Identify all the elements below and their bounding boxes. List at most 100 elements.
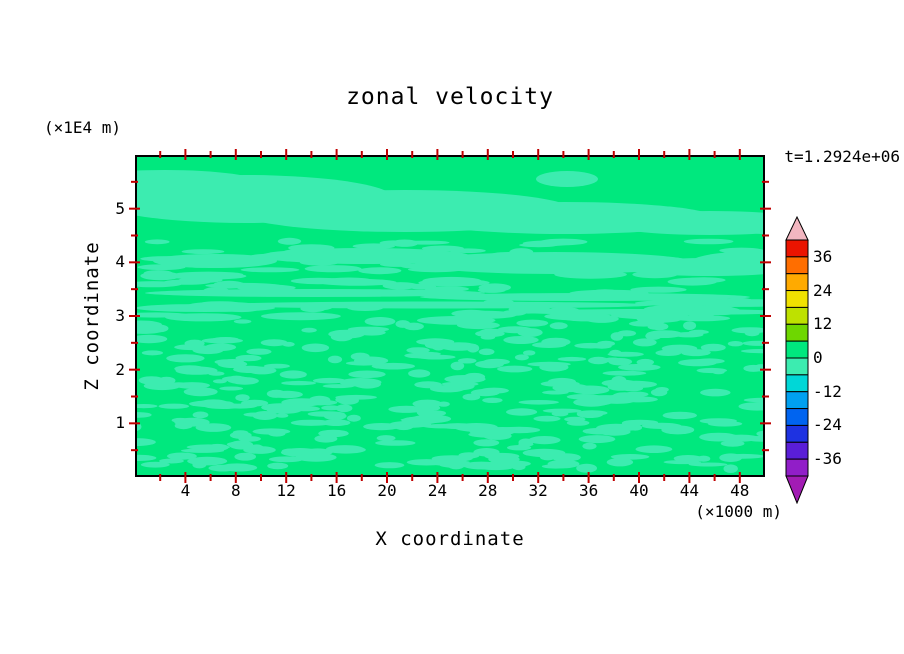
y-tick-label: 5	[115, 198, 125, 218]
contour-speckle	[518, 442, 534, 447]
contour-speckle	[358, 267, 402, 275]
contour-speckle	[542, 408, 582, 413]
contour-speckle	[688, 462, 728, 467]
contour-speckle	[700, 343, 726, 352]
contour-speckle	[622, 419, 659, 425]
contour-speckle	[554, 270, 627, 279]
colorbar-segment	[785, 306, 809, 325]
contour-speckle	[618, 363, 661, 371]
contour-speckle	[582, 442, 597, 450]
x-tick-label: 12	[276, 481, 296, 500]
x-tick-label: 28	[478, 481, 498, 500]
contour-speckle	[186, 444, 230, 450]
contour-speckle	[302, 448, 333, 457]
contour-speckle	[321, 419, 351, 427]
contour-speckle	[268, 456, 304, 463]
contour-speckle	[304, 265, 362, 273]
contour-speckle	[404, 352, 437, 359]
contour-speckle	[696, 367, 727, 374]
contour-speckle	[197, 301, 242, 307]
contour-speckle	[203, 403, 243, 409]
colorbar-segment	[785, 256, 809, 275]
contour-speckle	[719, 247, 764, 254]
contour-speckle	[379, 262, 414, 267]
contour-speckle	[541, 464, 570, 469]
colorbar-segment	[785, 323, 809, 342]
x-tick-label: 40	[629, 481, 649, 500]
contour-speckle	[497, 365, 533, 373]
colorbar-bottom-arrow	[785, 475, 809, 504]
contour-speckle	[282, 341, 295, 347]
x-tick-label: 8	[230, 481, 241, 500]
contour-speckle	[276, 255, 330, 260]
contour-speckle	[187, 456, 228, 466]
contour-speckle	[140, 256, 197, 262]
contour-speckle	[542, 390, 569, 395]
contour-speckle	[235, 394, 250, 402]
contour-speckle	[723, 464, 738, 474]
contour-speckle	[135, 438, 156, 447]
contour-speckle	[541, 337, 571, 347]
chart-title: zonal velocity	[346, 84, 554, 110]
contour-speckle	[301, 343, 330, 353]
contour-speckle	[347, 414, 361, 422]
time-label: t=1.2924e+06	[784, 147, 900, 166]
contour-speckle	[376, 435, 396, 442]
contour-speckle	[582, 427, 619, 435]
contour-field-patches	[135, 170, 765, 474]
contour-speckle	[174, 365, 205, 373]
contour-speckle	[281, 398, 322, 407]
colorbar-segment	[785, 391, 809, 410]
contour-speckle	[213, 280, 245, 289]
contour-speckle	[707, 421, 743, 427]
contour-speckle	[610, 454, 650, 460]
contour-speckle	[261, 312, 341, 321]
contour-speckle	[260, 339, 288, 347]
contour-speckle	[135, 412, 152, 418]
contour-speckle	[606, 458, 634, 467]
contour-patch	[730, 219, 765, 235]
contour-speckle	[731, 327, 765, 334]
contour-speckle	[482, 358, 510, 365]
contour-speckle	[488, 252, 528, 259]
contour-speckle	[518, 400, 559, 405]
contour-speckle	[339, 378, 382, 387]
colorbar-segment	[785, 290, 809, 308]
contour-patch	[215, 301, 655, 309]
contour-speckle	[516, 319, 549, 327]
contour-speckle	[317, 278, 397, 286]
contour-speckle	[451, 309, 491, 318]
contour-speckle	[135, 454, 157, 461]
contour-speckle	[266, 406, 302, 414]
contour-speckle	[327, 355, 343, 364]
contour-speckle	[141, 350, 163, 356]
contour-speckle	[166, 382, 191, 388]
contour-speckle	[723, 434, 760, 442]
contour-speckle	[350, 352, 370, 361]
contour-speckle	[416, 338, 455, 346]
contour-speckle	[448, 462, 464, 470]
contour-speckle	[633, 256, 685, 264]
contour-speckle	[743, 397, 765, 403]
contour-speckle	[140, 271, 181, 281]
contour-speckle	[138, 376, 165, 385]
contour-speckle	[533, 415, 561, 422]
contour-speckle	[252, 411, 278, 420]
colorbar-segment	[785, 408, 809, 426]
contour-speckle	[318, 429, 349, 438]
contour-speckle	[290, 419, 332, 426]
contour-speckle	[235, 354, 262, 362]
colorbar-label: -24	[813, 415, 842, 435]
contour-speckle	[335, 394, 377, 400]
x-tick-label: 44	[679, 481, 700, 500]
contour-speckle	[208, 371, 225, 376]
contour-speckle	[151, 324, 169, 333]
contour-speckle	[475, 330, 505, 338]
contour-speckle	[450, 361, 465, 371]
colorbar-label: -36	[813, 449, 842, 469]
contour-speckle	[478, 348, 495, 356]
contour-speckle	[322, 384, 355, 389]
contour-speckle	[635, 445, 673, 454]
y-tick-label: 1	[115, 413, 125, 433]
